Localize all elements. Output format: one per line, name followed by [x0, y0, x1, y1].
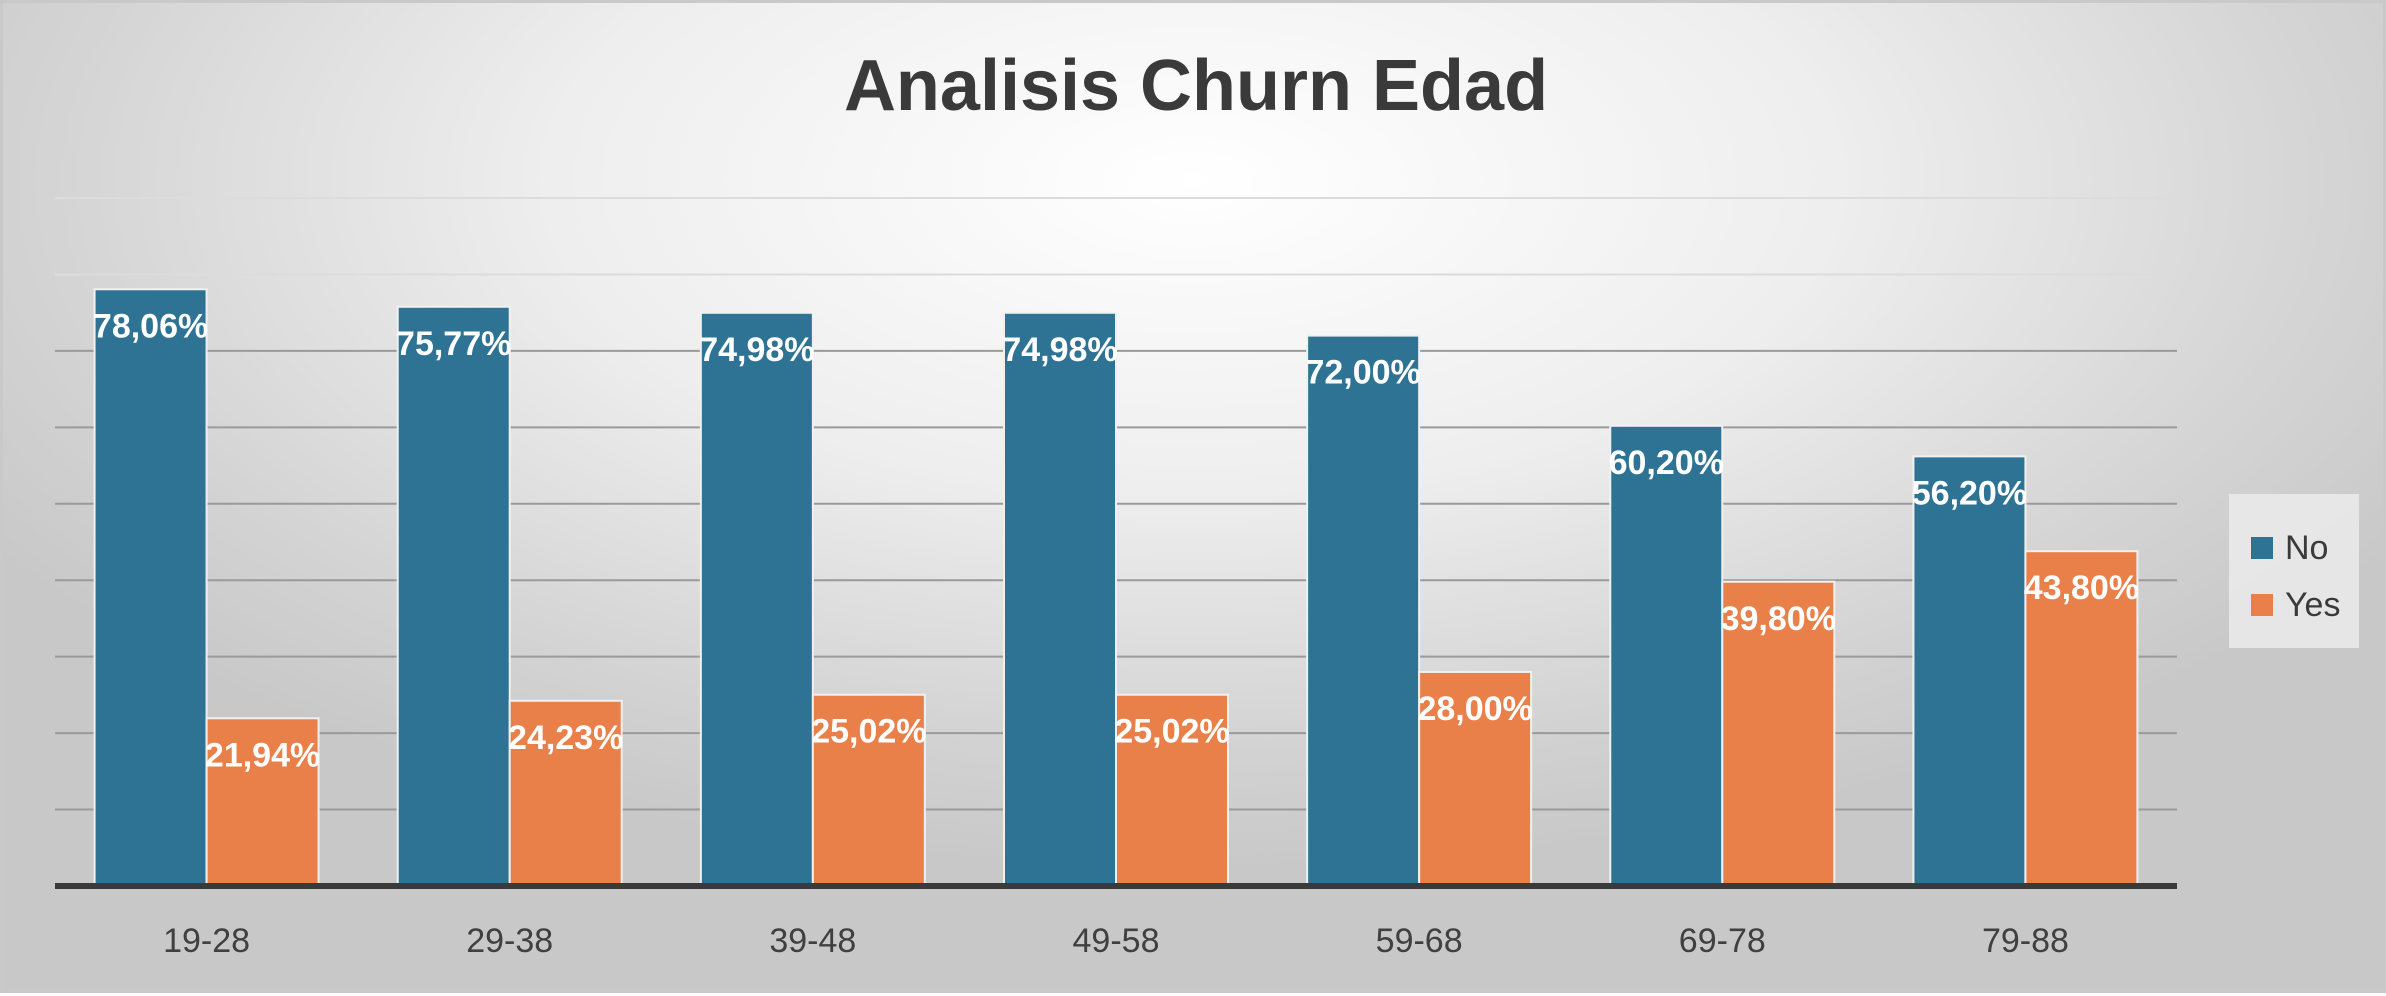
legend-item-no: No [2251, 528, 2328, 568]
bar-yes [1115, 693, 1229, 888]
legend: No Yes [2229, 494, 2359, 648]
x-tick-label: 79-88 [1982, 922, 2069, 960]
data-label: 25,02% [811, 713, 926, 751]
data-label: 60,20% [1609, 444, 1724, 482]
data-label: 21,94% [205, 736, 320, 774]
data-label: 74,98% [1002, 331, 1117, 369]
bar-no [1609, 424, 1724, 887]
legend-label-no: No [2285, 528, 2329, 567]
legend-label-yes: Yes [2285, 585, 2341, 624]
data-label: 39,80% [1721, 600, 1836, 638]
x-tick-label: 19-28 [163, 922, 250, 960]
legend-swatch-yes [2251, 594, 2273, 616]
bar-yes [2024, 550, 2139, 887]
data-label: 75,77% [396, 325, 511, 363]
bar-no [1306, 334, 1421, 888]
bar-no [699, 311, 814, 887]
data-label: 74,98% [699, 331, 814, 369]
data-label: 43,80% [2024, 569, 2139, 607]
bar-yes [811, 693, 926, 888]
bar-no [1003, 311, 1117, 887]
bar-yes [205, 717, 320, 887]
x-tick-label: 29-38 [466, 922, 553, 960]
x-tick-label: 49-58 [1073, 922, 1160, 960]
bar-no [93, 288, 208, 887]
bar-yes [508, 699, 623, 887]
bar-no [396, 305, 511, 887]
data-label: 72,00% [1305, 354, 1420, 392]
legend-item-yes: Yes [2251, 585, 2340, 625]
data-label: 25,02% [1114, 713, 1229, 751]
chart-title: Analisis Churn Edad [843, 46, 1549, 126]
bar-no [1912, 455, 2027, 887]
data-label: 28,00% [1417, 690, 1532, 728]
data-label: 78,06% [93, 307, 208, 345]
x-tick-label: 59-68 [1376, 922, 1463, 960]
legend-swatch-no [2251, 537, 2273, 559]
plot-area: 78,06% 21,94% 19-28 75,77% 24,23% 29-38 74,98%… [55, 197, 2177, 960]
data-label: 24,23% [508, 719, 623, 757]
x-tick-label: 69-78 [1679, 922, 1766, 960]
x-tick-label: 39-48 [769, 922, 856, 960]
data-label: 56,20% [1912, 474, 2027, 512]
